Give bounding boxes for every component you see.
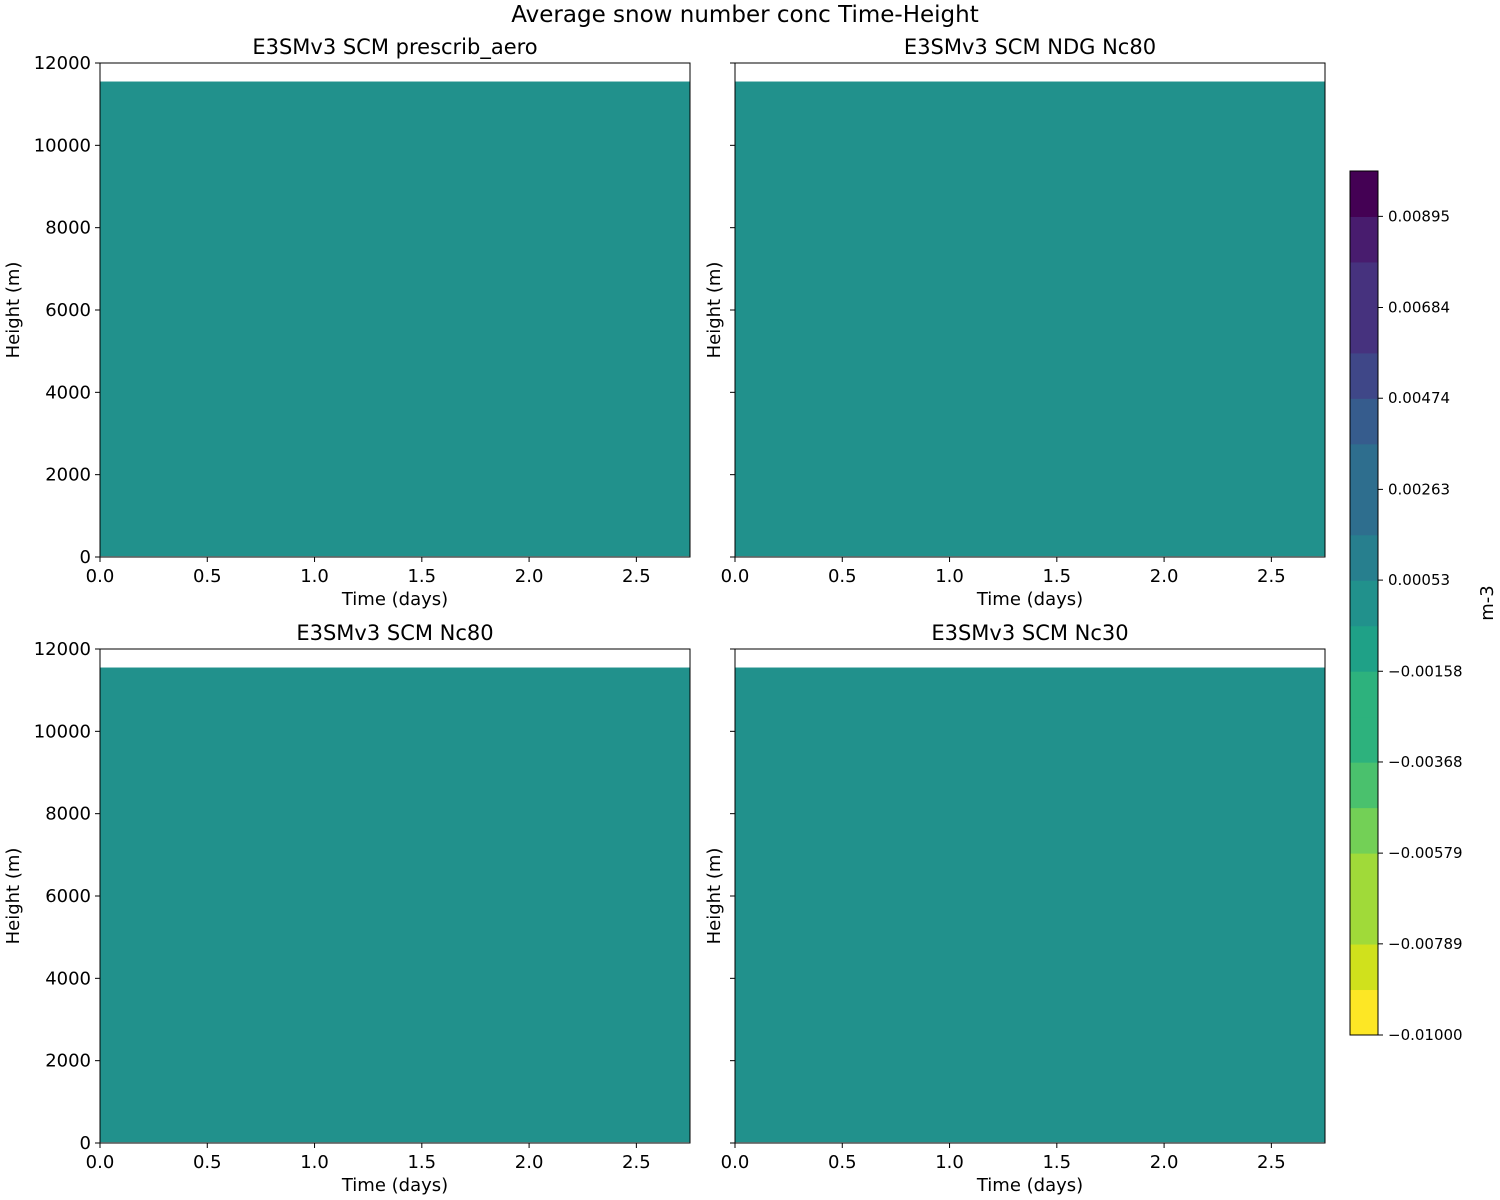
y-tick-label: 4000 — [45, 382, 91, 403]
x-tick-label: 0.0 — [721, 566, 750, 587]
colorbar-tick-label: −0.00158 — [1388, 662, 1463, 680]
y-tick-label: 0 — [80, 1133, 91, 1154]
colorbar-level — [1350, 171, 1378, 217]
colorbar-tick-label: 0.00053 — [1388, 571, 1450, 589]
x-axis-label: Time (days) — [976, 589, 1083, 610]
contour-fill — [100, 667, 690, 1143]
x-tick-label: 1.5 — [1042, 566, 1071, 587]
panels-group: E3SMv3 SCM prescrib_aero 0.0 0.5 1.0 1.5 2.0 2… — [3, 35, 1326, 1196]
panel-4: E3SMv3 SCM Nc30 0.0 0.5 1.0 1.5 2.0 2.5 Time (d… — [704, 621, 1326, 1196]
x-tick-label: 0.5 — [828, 566, 857, 587]
y-axis-label: Height (m) — [704, 262, 725, 359]
colorbar-level — [1350, 807, 1378, 854]
y-tick-label: 6000 — [45, 886, 91, 907]
y-tick-label: 2000 — [45, 1051, 91, 1072]
x-tick-label: 1.5 — [407, 1152, 436, 1173]
x-tick-label: 2.5 — [622, 566, 651, 587]
contour-fill — [735, 81, 1325, 557]
colorbar-level — [1350, 625, 1378, 672]
y-tick-label: 12000 — [34, 53, 91, 74]
x-tick-label: 2.0 — [1150, 566, 1179, 587]
colorbar-level — [1350, 853, 1378, 900]
colorbar-level — [1350, 671, 1378, 718]
colorbar-tick-label: −0.00579 — [1388, 844, 1463, 862]
x-tick-label: 1.5 — [407, 566, 436, 587]
x-axis-label: Time (days) — [341, 1175, 448, 1196]
colorbar-level — [1350, 944, 1378, 991]
y-tick-label: 10000 — [34, 135, 91, 156]
y-axis-label: Height (m) — [3, 848, 24, 945]
x-tick-label: 1.0 — [300, 566, 329, 587]
panel-title: E3SMv3 SCM prescrib_aero — [252, 35, 537, 60]
colorbar: m-3 −0.01000 −0.00789 −0.00579 −0.00368 −0.0… — [1349, 170, 1498, 1044]
colorbar-level — [1350, 261, 1378, 308]
colorbar-level — [1350, 762, 1378, 809]
x-tick-label: 0.0 — [86, 1152, 115, 1173]
panel-title: E3SMv3 SCM Nc80 — [296, 621, 493, 645]
panel-title: E3SMv3 SCM NDG Nc80 — [904, 35, 1156, 59]
y-axis-label: Height (m) — [704, 848, 725, 945]
colorbar-level — [1350, 307, 1378, 354]
colorbar-tick-label: −0.01000 — [1388, 1026, 1463, 1044]
colorbar-level — [1350, 989, 1378, 1036]
colorbar-tick-label: 0.00684 — [1388, 299, 1450, 317]
x-tick-label: 0.0 — [86, 566, 115, 587]
y-tick-label: 8000 — [45, 804, 91, 825]
x-tick-label: 2.0 — [1150, 1152, 1179, 1173]
x-tick-label: 2.0 — [515, 566, 544, 587]
x-axis-label: Time (days) — [976, 1175, 1083, 1196]
colorbar-level — [1350, 898, 1378, 945]
colorbar-label: m-3 — [1477, 585, 1498, 620]
figure-title: Average snow number conc Time-Height — [511, 2, 978, 28]
contour-fill — [100, 81, 690, 557]
panel-2: E3SMv3 SCM NDG Nc80 0.0 0.5 1.0 1.5 2.0 2.5 Tim… — [704, 35, 1326, 610]
colorbar-level — [1350, 580, 1378, 627]
y-tick-label: 4000 — [45, 968, 91, 989]
y-tick-label: 0 — [80, 547, 91, 568]
x-tick-label: 1.0 — [935, 566, 964, 587]
x-tick-label: 2.5 — [622, 1152, 651, 1173]
y-tick-label: 6000 — [45, 300, 91, 321]
colorbar-tick-label: −0.00368 — [1388, 753, 1463, 771]
colorbar-tick-label: 0.00474 — [1388, 389, 1450, 407]
x-tick-label: 0.5 — [193, 1152, 222, 1173]
y-tick-label: 10000 — [34, 721, 91, 742]
x-tick-label: 1.0 — [300, 1152, 329, 1173]
colorbar-level — [1350, 489, 1378, 536]
x-axis-label: Time (days) — [341, 589, 448, 610]
x-tick-label: 2.5 — [1257, 1152, 1286, 1173]
x-tick-label: 2.0 — [515, 1152, 544, 1173]
y-tick-label: 8000 — [45, 218, 91, 239]
colorbar-level — [1350, 216, 1378, 263]
x-tick-label: 0.5 — [828, 1152, 857, 1173]
colorbar-level — [1350, 352, 1378, 399]
x-tick-label: 2.5 — [1257, 566, 1286, 587]
colorbar-tick-label: 0.00895 — [1388, 207, 1450, 225]
colorbar-tick-label: −0.00789 — [1388, 935, 1463, 953]
y-tick-label: 12000 — [34, 639, 91, 660]
colorbar-level — [1350, 443, 1378, 490]
y-axis-label: Height (m) — [3, 262, 24, 359]
x-tick-label: 1.0 — [935, 1152, 964, 1173]
x-tick-label: 0.5 — [193, 566, 222, 587]
panel-3: E3SMv3 SCM Nc80 0.0 0.5 1.0 1.5 2.0 2.5 Time (d… — [3, 621, 691, 1196]
colorbar-tick-label: 0.00263 — [1388, 480, 1450, 498]
contour-fill — [735, 667, 1325, 1143]
colorbar-level — [1350, 398, 1378, 445]
x-tick-label: 1.5 — [1042, 1152, 1071, 1173]
x-tick-label: 0.0 — [721, 1152, 750, 1173]
colorbar-level — [1350, 534, 1378, 581]
panel-title: E3SMv3 SCM Nc30 — [931, 621, 1128, 645]
y-tick-label: 2000 — [45, 465, 91, 486]
panel-1: E3SMv3 SCM prescrib_aero 0.0 0.5 1.0 1.5 2.0 2… — [3, 35, 691, 610]
colorbar-frame — [1349, 170, 1379, 1036]
colorbar-level — [1350, 716, 1378, 763]
